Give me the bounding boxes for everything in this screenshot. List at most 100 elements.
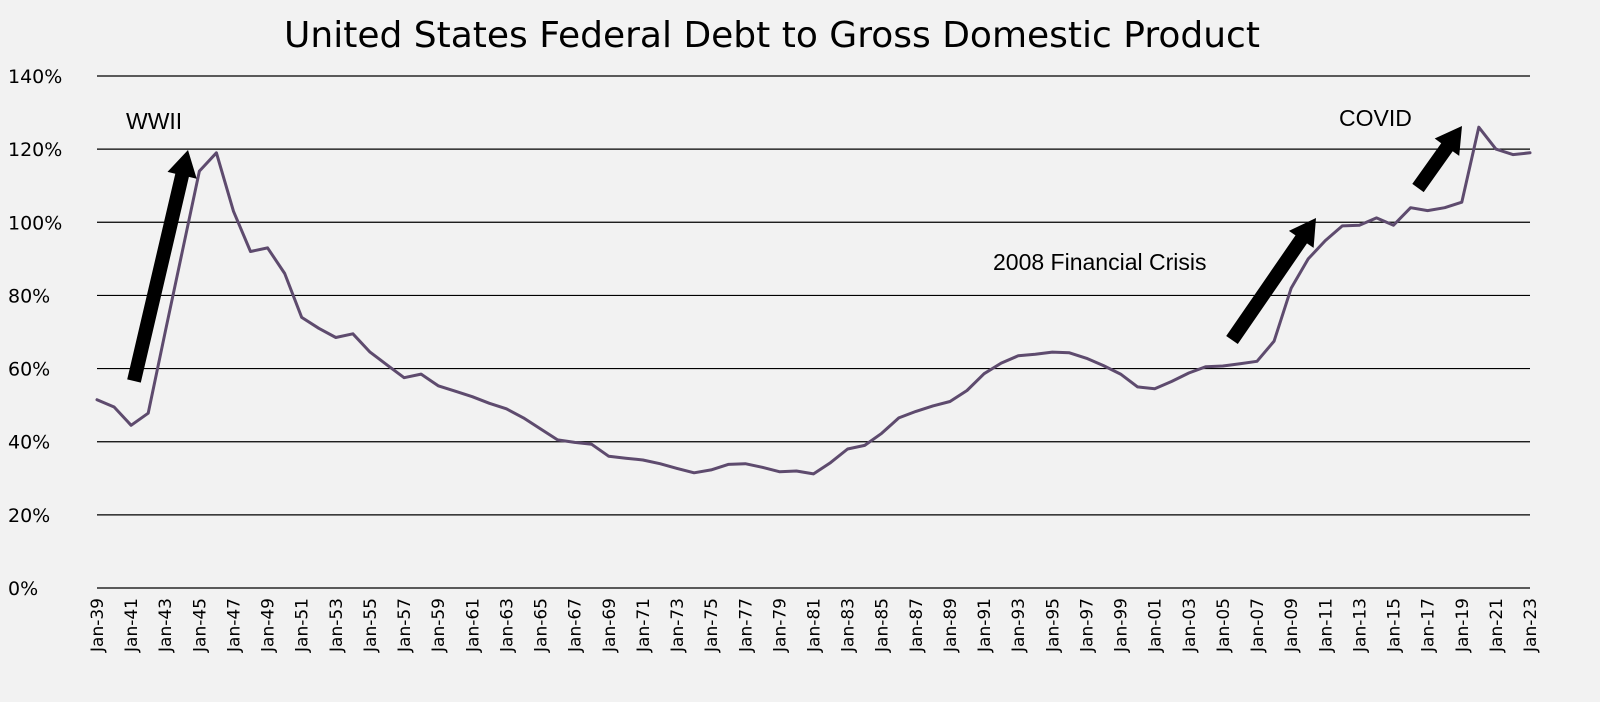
- x-tick-label: Jan-59: [429, 598, 449, 653]
- y-tick-label: 0%: [8, 578, 38, 600]
- x-tick-label: Jan-09: [1282, 598, 1302, 653]
- y-axis: 0% 20% 40% 60% 80% 100% 120% 140%: [8, 66, 62, 600]
- data-point: [846, 447, 849, 451]
- annotation-arrows: [127, 126, 1462, 383]
- data-point: [1187, 371, 1191, 375]
- data-point: [266, 246, 269, 250]
- x-tick-label: Jan-71: [634, 598, 654, 653]
- data-point: [1511, 153, 1515, 156]
- data-point: [522, 416, 525, 420]
- data-point: [1255, 360, 1259, 363]
- data-point: [778, 470, 781, 473]
- data-point: [334, 336, 338, 339]
- x-tick-label: Jan-83: [839, 598, 859, 653]
- data-point: [505, 407, 508, 410]
- data-point: [1289, 286, 1293, 290]
- data-point: [1204, 365, 1208, 368]
- y-tick-label: 100%: [8, 212, 62, 234]
- x-tick-label: Jan-91: [975, 598, 995, 653]
- x-tick-label: Jan-95: [1043, 598, 1063, 653]
- data-point: [436, 384, 440, 387]
- data-point: [249, 250, 252, 253]
- y-tick-label: 60%: [8, 359, 50, 381]
- data-point: [215, 151, 218, 154]
- x-tick-label: Jan-55: [361, 598, 381, 653]
- data-point: [351, 332, 355, 336]
- data-point: [1119, 372, 1122, 376]
- x-tick-label: Jan-41: [122, 598, 142, 653]
- data-point: [1221, 364, 1225, 368]
- x-tick-label: Jan-97: [1077, 598, 1097, 653]
- x-tick-label: Jan-81: [805, 598, 825, 653]
- data-point: [146, 411, 150, 415]
- x-tick-label: Jan-23: [1521, 598, 1541, 653]
- data-point: [931, 404, 935, 408]
- annotation-covid: COVID: [1339, 105, 1412, 131]
- data-point: [812, 472, 815, 476]
- data-point: [402, 376, 406, 379]
- data-point: [727, 463, 730, 466]
- data-point: [112, 405, 116, 409]
- data-point: [164, 330, 167, 334]
- y-tick-label: 120%: [8, 139, 62, 161]
- chart-title: United States Federal Debt to Gross Dome…: [284, 15, 1260, 56]
- financial-crisis-arrow: [1226, 218, 1316, 344]
- data-point: [948, 400, 952, 403]
- x-tick-label: Jan-03: [1180, 598, 1200, 653]
- data-point: [300, 316, 303, 319]
- data-point: [1460, 200, 1463, 204]
- data-point: [556, 438, 559, 442]
- x-tick-label: Jan-19: [1453, 598, 1473, 653]
- data-point: [1238, 362, 1242, 366]
- data-point: [744, 462, 747, 465]
- data-point: [573, 441, 576, 444]
- data-point: [1341, 224, 1344, 228]
- x-tick-label: Jan-87: [907, 598, 927, 653]
- x-tick-label: Jan-73: [668, 598, 688, 653]
- x-tick-label: Jan-13: [1350, 598, 1370, 653]
- data-point: [385, 363, 389, 367]
- x-tick-label: Jan-65: [532, 598, 552, 653]
- data-point: [982, 372, 986, 375]
- data-point: [1426, 209, 1429, 212]
- data-point: [829, 461, 832, 464]
- x-tick-label: Jan-51: [293, 598, 313, 653]
- x-tick-label: Jan-07: [1248, 598, 1268, 653]
- data-point: [1528, 151, 1532, 154]
- x-tick-label: Jan-11: [1316, 598, 1336, 653]
- covid-arrow: [1412, 126, 1462, 193]
- x-tick-label: Jan-85: [873, 598, 893, 653]
- x-tick-label: Jan-17: [1419, 598, 1439, 653]
- annotation-2008-financial-crisis: 2008 Financial Crisis: [993, 249, 1206, 275]
- wwii-arrow: [127, 150, 197, 383]
- x-tick-label: Jan-67: [566, 598, 586, 653]
- data-point: [1102, 364, 1105, 367]
- data-point: [1085, 357, 1088, 360]
- data-point: [232, 210, 235, 213]
- data-point: [129, 424, 133, 427]
- x-tick-label: Jan-99: [1112, 598, 1132, 653]
- data-point: [880, 432, 883, 435]
- x-tick-label: Jan-43: [156, 598, 176, 653]
- x-tick-label: Jan-47: [224, 598, 244, 653]
- x-tick-label: Jan-89: [941, 598, 961, 653]
- annotation-wwii: WWII: [126, 108, 182, 134]
- data-point: [914, 410, 918, 413]
- data-point: [1443, 206, 1446, 209]
- data-point: [675, 467, 679, 470]
- data-point: [317, 327, 320, 330]
- data-point: [658, 462, 662, 465]
- x-tick-label: Jan-01: [1146, 598, 1166, 653]
- x-tick-label: Jan-15: [1385, 598, 1405, 653]
- x-axis: Jan-39 Jan-41 Jan-43 Jan-45 Jan-47 Jan-49 Jan-…: [88, 598, 1541, 653]
- series-layer: [95, 125, 1532, 476]
- data-point: [590, 443, 593, 446]
- x-tick-label: Jan-49: [259, 598, 279, 653]
- data-point: [1392, 224, 1395, 227]
- x-tick-label: Jan-57: [395, 598, 415, 653]
- data-point: [1375, 216, 1378, 220]
- data-point: [897, 416, 900, 420]
- data-point: [1017, 354, 1020, 357]
